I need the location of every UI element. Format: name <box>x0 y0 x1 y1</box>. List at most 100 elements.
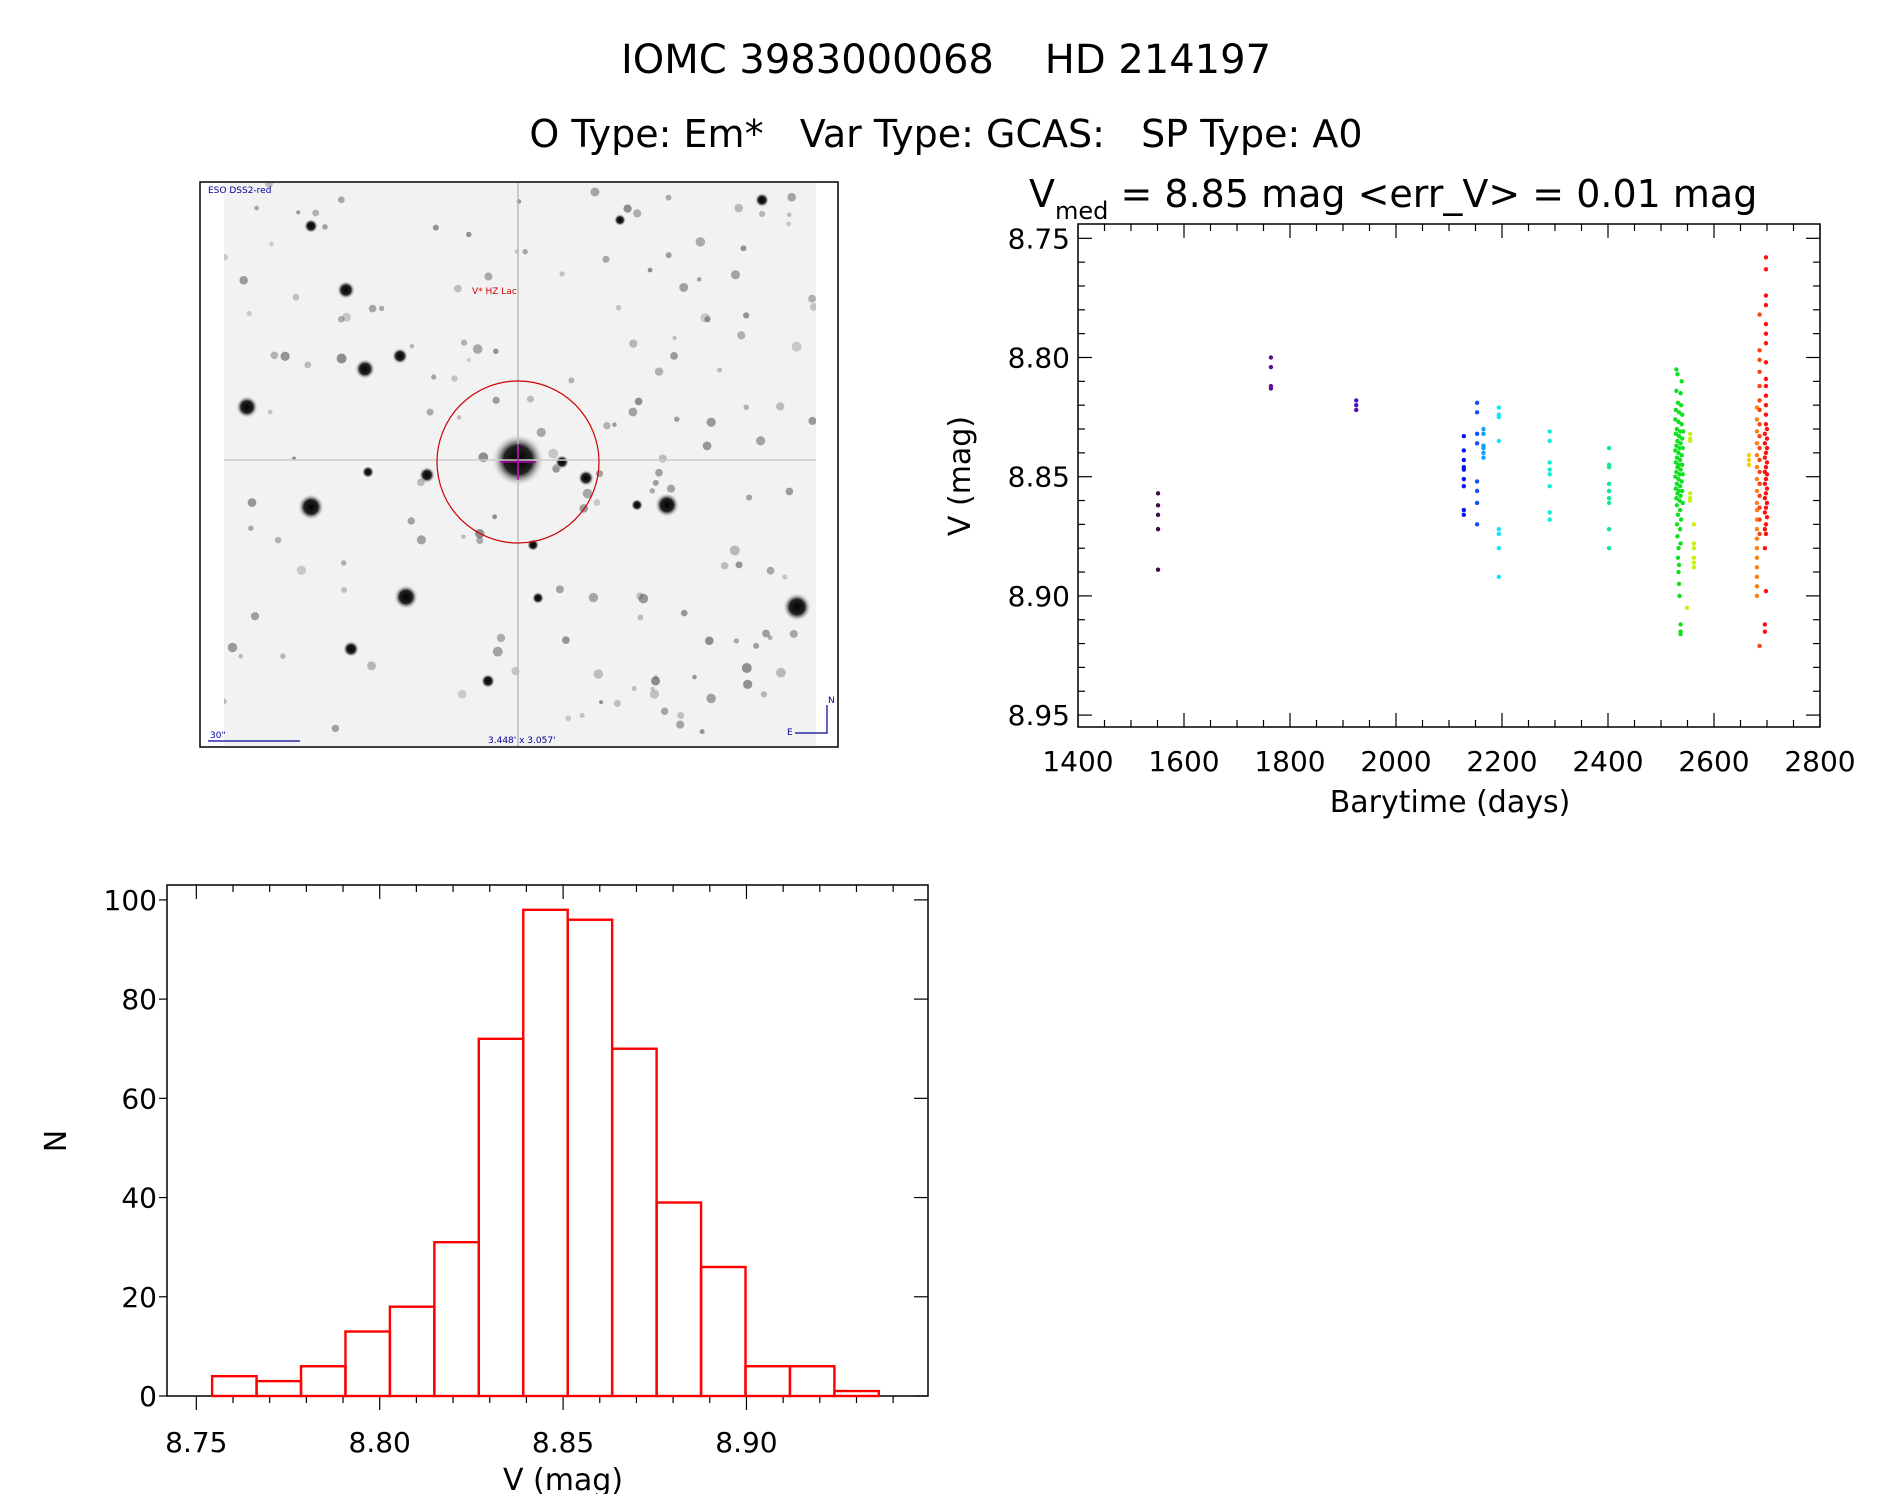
scale-label: 30" <box>210 731 226 741</box>
data-point <box>1757 312 1762 317</box>
star <box>548 448 559 459</box>
star <box>526 395 534 403</box>
fov-label: 3.448' x 3.057' <box>488 736 556 746</box>
y-tick-label: 20 <box>121 1281 157 1314</box>
data-point <box>1674 495 1679 501</box>
star <box>613 699 621 707</box>
star <box>743 404 749 410</box>
star <box>649 488 655 494</box>
y-tick-label: 40 <box>121 1182 157 1215</box>
data-point <box>1677 445 1682 451</box>
data-point <box>1674 455 1680 460</box>
data-point <box>1763 531 1769 537</box>
data-point <box>1496 574 1502 580</box>
star <box>697 277 702 282</box>
y-tick-label: 8.75 <box>1008 222 1070 255</box>
data-point <box>1474 522 1480 527</box>
star <box>451 375 458 382</box>
data-point <box>1757 383 1762 389</box>
data-point <box>1757 369 1762 375</box>
histogram-plot: 8.75 8.80 8.85 8.90 0 20 40 60 80 100 V (mag) N <box>39 884 929 1494</box>
data-point <box>1354 398 1359 403</box>
data-point <box>1606 495 1612 501</box>
star <box>337 281 355 299</box>
data-point <box>1681 429 1686 434</box>
data-point <box>1757 457 1762 463</box>
star <box>702 441 712 451</box>
data-point <box>1674 481 1680 487</box>
star <box>466 358 471 363</box>
star <box>394 585 418 609</box>
star <box>633 209 642 218</box>
data-point <box>1268 386 1274 391</box>
histogram-bar <box>610 1047 658 1398</box>
data-point <box>1678 631 1683 637</box>
data-point <box>1481 445 1486 451</box>
data-point <box>1763 255 1769 260</box>
data-point <box>1474 431 1480 436</box>
data-point <box>1754 536 1760 541</box>
data-point <box>1762 441 1768 446</box>
data-point <box>1547 510 1552 515</box>
star <box>631 685 637 692</box>
star <box>496 633 506 643</box>
star <box>655 493 679 517</box>
star <box>634 397 643 406</box>
x-tick-label: 8.75 <box>165 1426 227 1459</box>
star <box>280 351 290 361</box>
data-point <box>1691 541 1697 546</box>
data-point <box>1754 593 1760 599</box>
data-point <box>1674 522 1680 527</box>
data-point <box>1746 453 1752 458</box>
star <box>296 565 307 575</box>
data-point <box>1763 450 1769 456</box>
data-point <box>1673 417 1678 422</box>
star <box>265 183 273 188</box>
data-point <box>1757 531 1762 537</box>
star <box>612 422 617 427</box>
data-point <box>1677 526 1683 532</box>
star <box>680 609 688 617</box>
data-point <box>1496 405 1502 410</box>
star <box>532 592 544 604</box>
data-point <box>1754 574 1760 580</box>
target-circle <box>436 380 600 544</box>
data-point <box>1754 453 1760 458</box>
data-point <box>1155 512 1161 518</box>
star <box>355 359 375 379</box>
star <box>432 224 439 231</box>
star <box>789 629 798 638</box>
star <box>392 348 408 364</box>
data-point <box>1754 584 1760 589</box>
star <box>224 254 228 261</box>
star <box>692 674 697 680</box>
star <box>628 407 638 417</box>
star <box>623 204 632 213</box>
title-v: V <box>1029 172 1055 216</box>
data-point <box>1674 503 1680 508</box>
data-point <box>1678 517 1684 522</box>
data-point <box>1461 448 1467 453</box>
data-point <box>1678 391 1683 396</box>
star <box>706 417 716 427</box>
star <box>250 612 260 621</box>
data-point <box>1757 469 1762 475</box>
data-point <box>1680 436 1685 441</box>
data-point <box>1754 500 1760 506</box>
data-point <box>1763 476 1769 482</box>
histogram-bar <box>788 1365 836 1398</box>
data-point <box>1606 481 1612 487</box>
data-point <box>1547 429 1552 434</box>
data-point <box>1268 355 1274 360</box>
histogram-bar <box>566 918 614 1398</box>
data-point <box>1461 433 1467 439</box>
data-point <box>1474 500 1480 506</box>
star <box>786 221 792 227</box>
star <box>476 537 484 545</box>
data-point <box>1496 438 1502 444</box>
star <box>672 336 677 341</box>
star <box>481 674 495 688</box>
star <box>647 267 653 273</box>
star <box>298 494 324 520</box>
data-point <box>1547 472 1552 477</box>
